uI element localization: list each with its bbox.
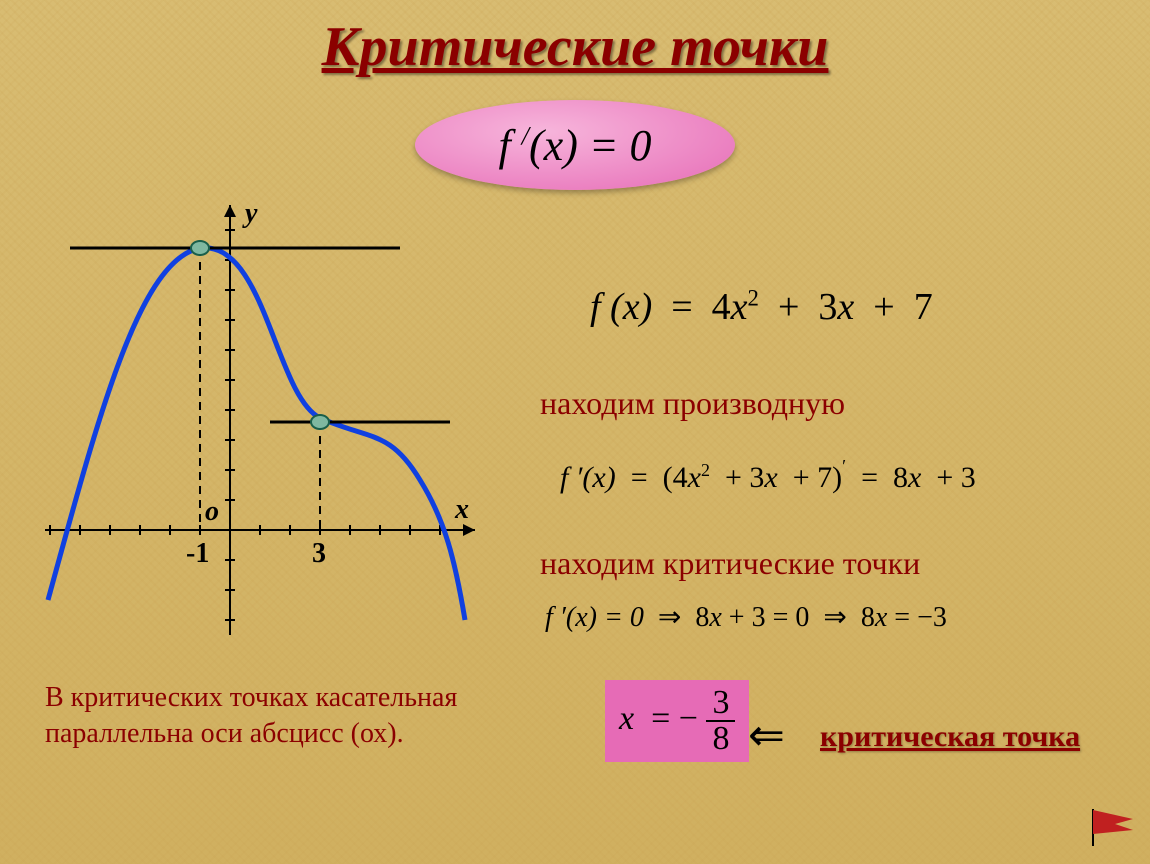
- graph: y x o -1 3: [40, 200, 480, 640]
- main-formula-text: f /(x) = 0: [498, 120, 651, 171]
- main-formula: f /(x) = 0: [415, 100, 735, 190]
- note-text: В критических точках касательная паралле…: [45, 680, 475, 753]
- function-equation: f (x) = 4x2 + 3x + 7: [590, 285, 933, 329]
- step1-text: находим производную: [540, 385, 845, 422]
- svg-text:x: x: [454, 494, 469, 525]
- svg-text:y: y: [242, 200, 258, 229]
- svg-text:o: o: [205, 496, 219, 527]
- graph-svg: y x o -1 3: [40, 200, 480, 640]
- svg-text:3: 3: [312, 538, 326, 569]
- svg-text:-1: -1: [186, 538, 209, 569]
- critical-equation: f ′(x) = 0 ⇒ 8x + 3 = 0 ⇒ 8x = −3: [545, 600, 947, 634]
- result-box: x = − 3 8: [605, 680, 749, 762]
- critical-point-label: критическая точка: [820, 720, 1080, 754]
- flag-icon[interactable]: [1085, 804, 1140, 854]
- derivative-equation: f ′(x) = (4x2 + 3x + 7)′ = 8x + 3: [560, 460, 976, 495]
- implies-arrow: ⇐: [748, 710, 785, 761]
- step2-text: находим критические точки: [540, 545, 920, 582]
- page-title: Критические точки: [0, 15, 1150, 79]
